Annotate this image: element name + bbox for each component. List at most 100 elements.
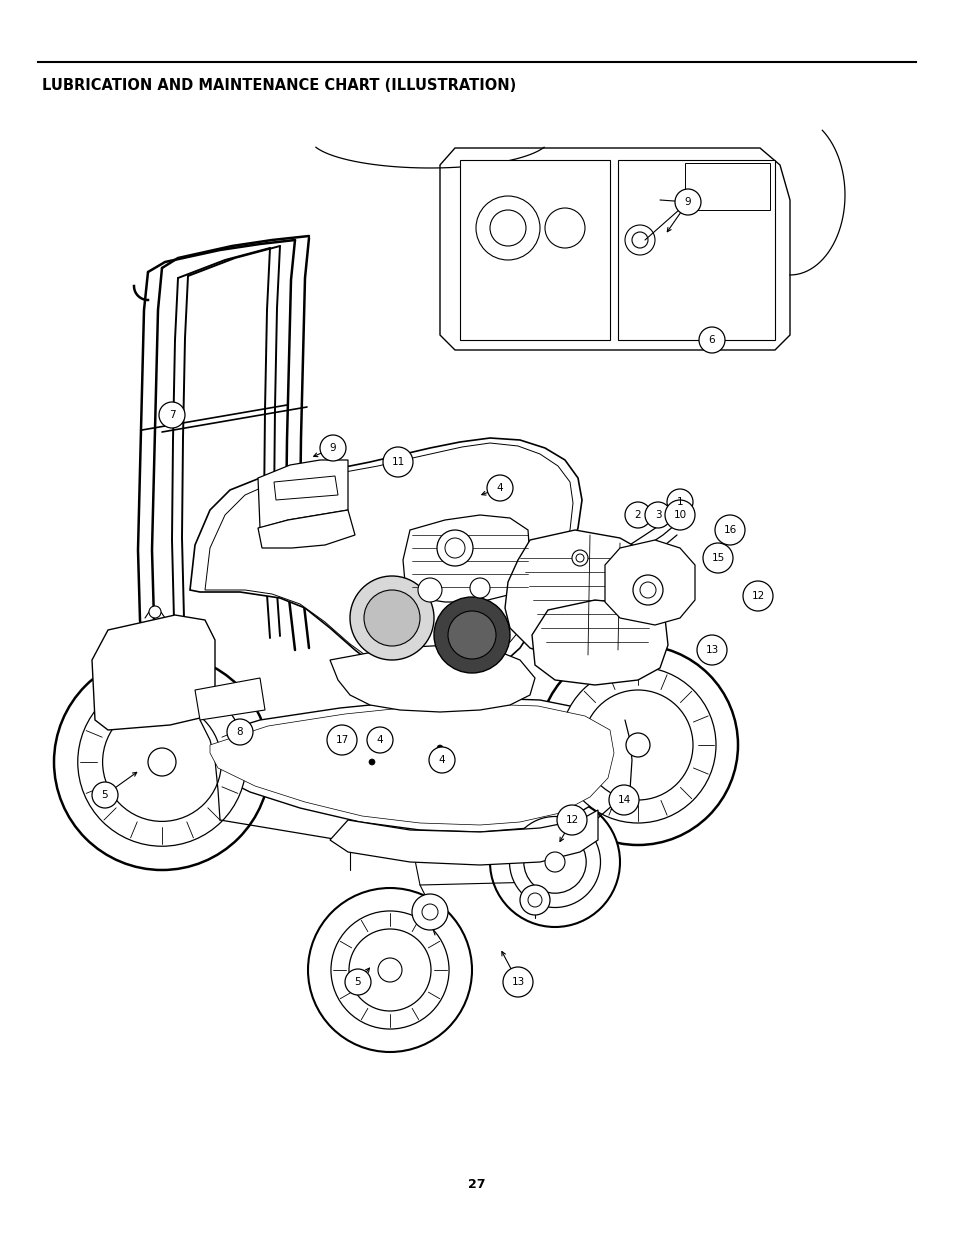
Circle shape — [631, 232, 647, 248]
Circle shape — [544, 852, 564, 872]
Circle shape — [639, 582, 656, 598]
Text: 15: 15 — [711, 553, 724, 563]
Circle shape — [319, 435, 346, 461]
Circle shape — [557, 805, 586, 835]
Circle shape — [350, 576, 434, 659]
Circle shape — [572, 550, 587, 566]
Circle shape — [486, 475, 513, 501]
Text: 12: 12 — [565, 815, 578, 825]
Circle shape — [331, 911, 449, 1029]
Circle shape — [369, 760, 375, 764]
Circle shape — [582, 690, 692, 800]
Circle shape — [377, 958, 401, 982]
Polygon shape — [91, 615, 214, 730]
Polygon shape — [532, 600, 667, 685]
Text: 17: 17 — [335, 735, 348, 745]
Circle shape — [159, 403, 185, 429]
Circle shape — [559, 667, 716, 823]
Text: 16: 16 — [722, 525, 736, 535]
Polygon shape — [330, 810, 598, 864]
Circle shape — [376, 737, 382, 743]
Circle shape — [417, 578, 441, 601]
Circle shape — [624, 501, 650, 529]
Circle shape — [644, 501, 670, 529]
Circle shape — [327, 725, 356, 755]
Text: 5: 5 — [355, 977, 361, 987]
Polygon shape — [684, 163, 769, 210]
Circle shape — [666, 489, 692, 515]
Circle shape — [436, 745, 442, 751]
Circle shape — [675, 189, 700, 215]
Text: 8: 8 — [236, 727, 243, 737]
Circle shape — [544, 207, 584, 248]
Circle shape — [349, 929, 431, 1011]
Circle shape — [697, 635, 726, 664]
Polygon shape — [402, 515, 530, 601]
Circle shape — [103, 703, 221, 821]
Circle shape — [227, 719, 253, 745]
Circle shape — [509, 816, 599, 908]
Text: 9: 9 — [330, 443, 336, 453]
Circle shape — [54, 655, 270, 869]
Polygon shape — [604, 540, 695, 625]
Circle shape — [434, 597, 510, 673]
Circle shape — [519, 885, 550, 915]
Circle shape — [436, 530, 473, 566]
Circle shape — [308, 888, 472, 1052]
Text: 13: 13 — [704, 645, 718, 655]
Circle shape — [633, 576, 662, 605]
Polygon shape — [194, 698, 624, 832]
Circle shape — [490, 210, 525, 246]
Text: 3: 3 — [654, 510, 660, 520]
Circle shape — [624, 225, 655, 254]
Circle shape — [441, 760, 448, 764]
Circle shape — [523, 831, 585, 893]
Circle shape — [364, 590, 419, 646]
Polygon shape — [274, 475, 337, 500]
Polygon shape — [210, 704, 614, 825]
Polygon shape — [504, 530, 664, 658]
Circle shape — [742, 580, 772, 611]
Circle shape — [702, 543, 732, 573]
Circle shape — [448, 611, 496, 659]
Circle shape — [502, 967, 533, 997]
Circle shape — [91, 782, 118, 808]
Circle shape — [470, 578, 490, 598]
Polygon shape — [459, 161, 609, 340]
Circle shape — [576, 555, 583, 562]
Polygon shape — [257, 459, 348, 529]
Circle shape — [412, 894, 448, 930]
Polygon shape — [205, 443, 573, 680]
Text: 10: 10 — [673, 510, 686, 520]
Circle shape — [476, 196, 539, 261]
Text: 12: 12 — [751, 592, 763, 601]
Text: 13: 13 — [511, 977, 524, 987]
Circle shape — [699, 327, 724, 353]
Text: LUBRICATION AND MAINTENANCE CHART (ILLUSTRATION): LUBRICATION AND MAINTENANCE CHART (ILLUS… — [42, 78, 516, 93]
Polygon shape — [439, 148, 789, 350]
Text: 11: 11 — [391, 457, 404, 467]
Polygon shape — [257, 510, 355, 548]
Circle shape — [367, 727, 393, 753]
Circle shape — [537, 645, 738, 845]
Text: 27: 27 — [468, 1178, 485, 1191]
Circle shape — [608, 785, 639, 815]
Text: 6: 6 — [708, 335, 715, 345]
Circle shape — [625, 734, 649, 757]
Circle shape — [664, 500, 695, 530]
Polygon shape — [194, 678, 265, 720]
Circle shape — [714, 515, 744, 545]
Text: 14: 14 — [617, 795, 630, 805]
Polygon shape — [330, 645, 535, 713]
Text: 5: 5 — [102, 790, 109, 800]
Circle shape — [527, 893, 541, 906]
Circle shape — [421, 904, 437, 920]
Text: 1: 1 — [676, 496, 682, 508]
Circle shape — [148, 748, 175, 776]
Polygon shape — [618, 161, 774, 340]
Text: 4: 4 — [438, 755, 445, 764]
Circle shape — [490, 797, 619, 927]
Text: 4: 4 — [497, 483, 503, 493]
Text: 2: 2 — [634, 510, 640, 520]
Text: 7: 7 — [169, 410, 175, 420]
